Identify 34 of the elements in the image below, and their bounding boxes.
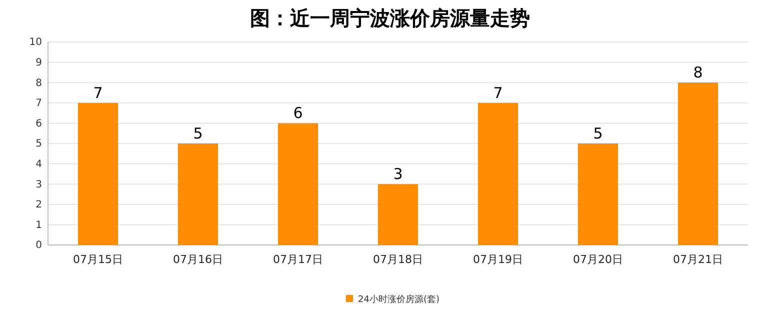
y-tick-label: 3 (36, 179, 42, 190)
bar (78, 102, 118, 245)
chart-title: 图：近一周宁波涨价房源量走势 (250, 6, 530, 30)
y-tick-label: 6 (36, 118, 42, 130)
y-tick-label: 0 (36, 240, 42, 252)
x-tick-label: 07月16日 (173, 252, 223, 266)
y-tick-label: 8 (36, 78, 42, 89)
data-label: 7 (493, 84, 503, 102)
x-tick-label: 07月15日 (73, 252, 123, 266)
bar (578, 144, 618, 245)
x-tick-label: 07月20日 (573, 252, 623, 266)
data-label: 6 (293, 104, 303, 122)
data-label: 5 (593, 124, 603, 142)
bar (478, 102, 518, 245)
x-tick-label: 07月17日 (273, 252, 323, 266)
x-tick-label: 07月21日 (673, 252, 723, 266)
legend-label: 24小时涨价房源(套) (358, 294, 440, 305)
y-tick-label: 2 (36, 200, 42, 211)
x-tick-label: 07月18日 (373, 252, 423, 266)
y-tick-label: 7 (36, 98, 42, 110)
bar (678, 82, 718, 245)
y-tick-label: 1 (36, 220, 42, 231)
bar (278, 123, 318, 245)
bar (178, 144, 218, 245)
y-tick-label: 10 (29, 37, 42, 48)
data-label: 3 (393, 165, 403, 184)
y-tick-label: 4 (36, 159, 42, 170)
bar (378, 184, 418, 245)
data-label: 5 (193, 124, 203, 142)
x-tick-label: 07月19日 (473, 252, 523, 266)
y-tick-label: 9 (36, 58, 42, 68)
y-tick-label: 5 (36, 138, 42, 150)
data-label: 8 (693, 64, 703, 82)
data-label: 7 (93, 84, 103, 102)
